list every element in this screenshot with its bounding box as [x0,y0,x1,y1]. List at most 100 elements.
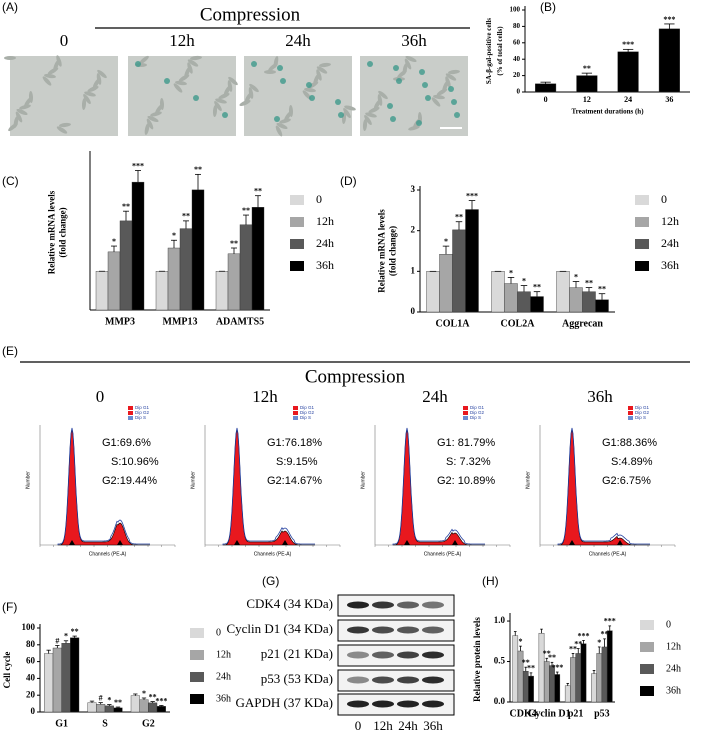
band [397,700,419,708]
cell [445,73,457,81]
cell [405,55,417,63]
significance: ** [533,282,541,291]
cell [150,111,162,117]
cell [147,115,159,123]
legend-label: 12h [661,214,679,228]
bar [554,674,561,703]
significance: ** [71,627,79,636]
significance: ** [230,239,238,248]
cell [173,83,183,93]
bar [575,653,582,703]
band [422,601,444,609]
cell [28,91,34,103]
stain [451,99,457,105]
significance: ** [543,649,551,658]
bar [439,254,453,313]
cell [56,126,68,134]
y-axis-label: SA-β-gal-positive cells [485,18,493,84]
y-tick-label: 60 [513,38,521,46]
cell [433,94,445,100]
cell [53,60,59,72]
panel-label: (G) [262,574,279,588]
bar [569,287,583,313]
blot-strip [337,619,455,642]
bar [617,51,639,93]
legend-label: 12h [316,214,334,228]
stain [280,78,286,84]
y-tick-label: 40 [26,672,36,682]
stain [309,95,315,101]
legend-swatch [290,261,304,271]
significance: ** [455,213,463,222]
stain [425,95,431,101]
band [422,651,444,659]
cell [408,125,420,131]
legend-swatch [290,239,304,249]
column-label: 12h [252,387,278,406]
significance: ** [149,692,157,701]
legend-label: 0 [666,619,671,630]
cell [377,94,383,106]
column-label: 12h [169,31,195,50]
legend-label: 12h [666,641,681,652]
column-label: 0 [60,31,69,50]
x-tick-label: G1 [55,718,68,729]
band [397,601,419,609]
stain [416,120,422,126]
x-tick-label: S [102,718,108,729]
flow-x-label: Channels (PE-A) [254,551,292,557]
cell [431,97,441,107]
legend-swatch [190,650,204,660]
bar [535,83,557,93]
phase-stat: G1: 81.79% [437,437,495,449]
significance: ** [548,653,556,662]
fit-curve [557,427,650,545]
significance: ** [114,698,122,707]
legend-label: 24h [316,236,334,250]
column-label: 36h [401,31,427,50]
legend-swatch [293,411,298,415]
y-tick-label: 0.0 [494,696,506,706]
stain [274,116,280,122]
significance: ** [254,187,262,196]
panel-label: (F) [2,600,17,614]
cell [16,108,28,116]
significance: * [522,276,526,285]
lane-label: 0 [355,718,362,733]
micrograph [360,56,468,136]
cell [139,55,149,65]
significance: ** [194,165,202,174]
x-tick-label: 0 [544,95,548,104]
stain [367,61,373,67]
cell [448,69,460,75]
bar [543,661,550,703]
x-tick-label: 36 [665,95,673,104]
legend-swatch [128,411,133,415]
blot-strip [337,644,455,667]
cell [144,123,150,135]
stain [306,82,312,88]
flow-legend: Dip G2 [135,410,150,415]
cell [44,73,56,79]
cell [378,90,388,100]
significance: ** [585,278,593,287]
cell [59,122,71,128]
phase-stat: G1:88.36% [602,437,657,449]
cell [190,55,202,61]
blot-strip [337,594,455,617]
y-tick-label: 1.0 [494,615,506,625]
phase-stat: S:4.89% [611,456,653,468]
stain [454,112,460,118]
cell [4,56,16,60]
panel-label: (D) [340,174,357,188]
significance: * [172,231,176,240]
x-tick-label: MMP13 [163,316,198,327]
significance: *** [604,617,616,626]
bar [591,673,597,703]
legend-label: 0 [661,192,667,206]
bar [658,28,680,93]
legend-swatch [190,628,204,638]
phase-stat: G2:14.67% [267,475,322,487]
cell [175,80,187,86]
x-tick-label: COL2A [501,318,536,329]
